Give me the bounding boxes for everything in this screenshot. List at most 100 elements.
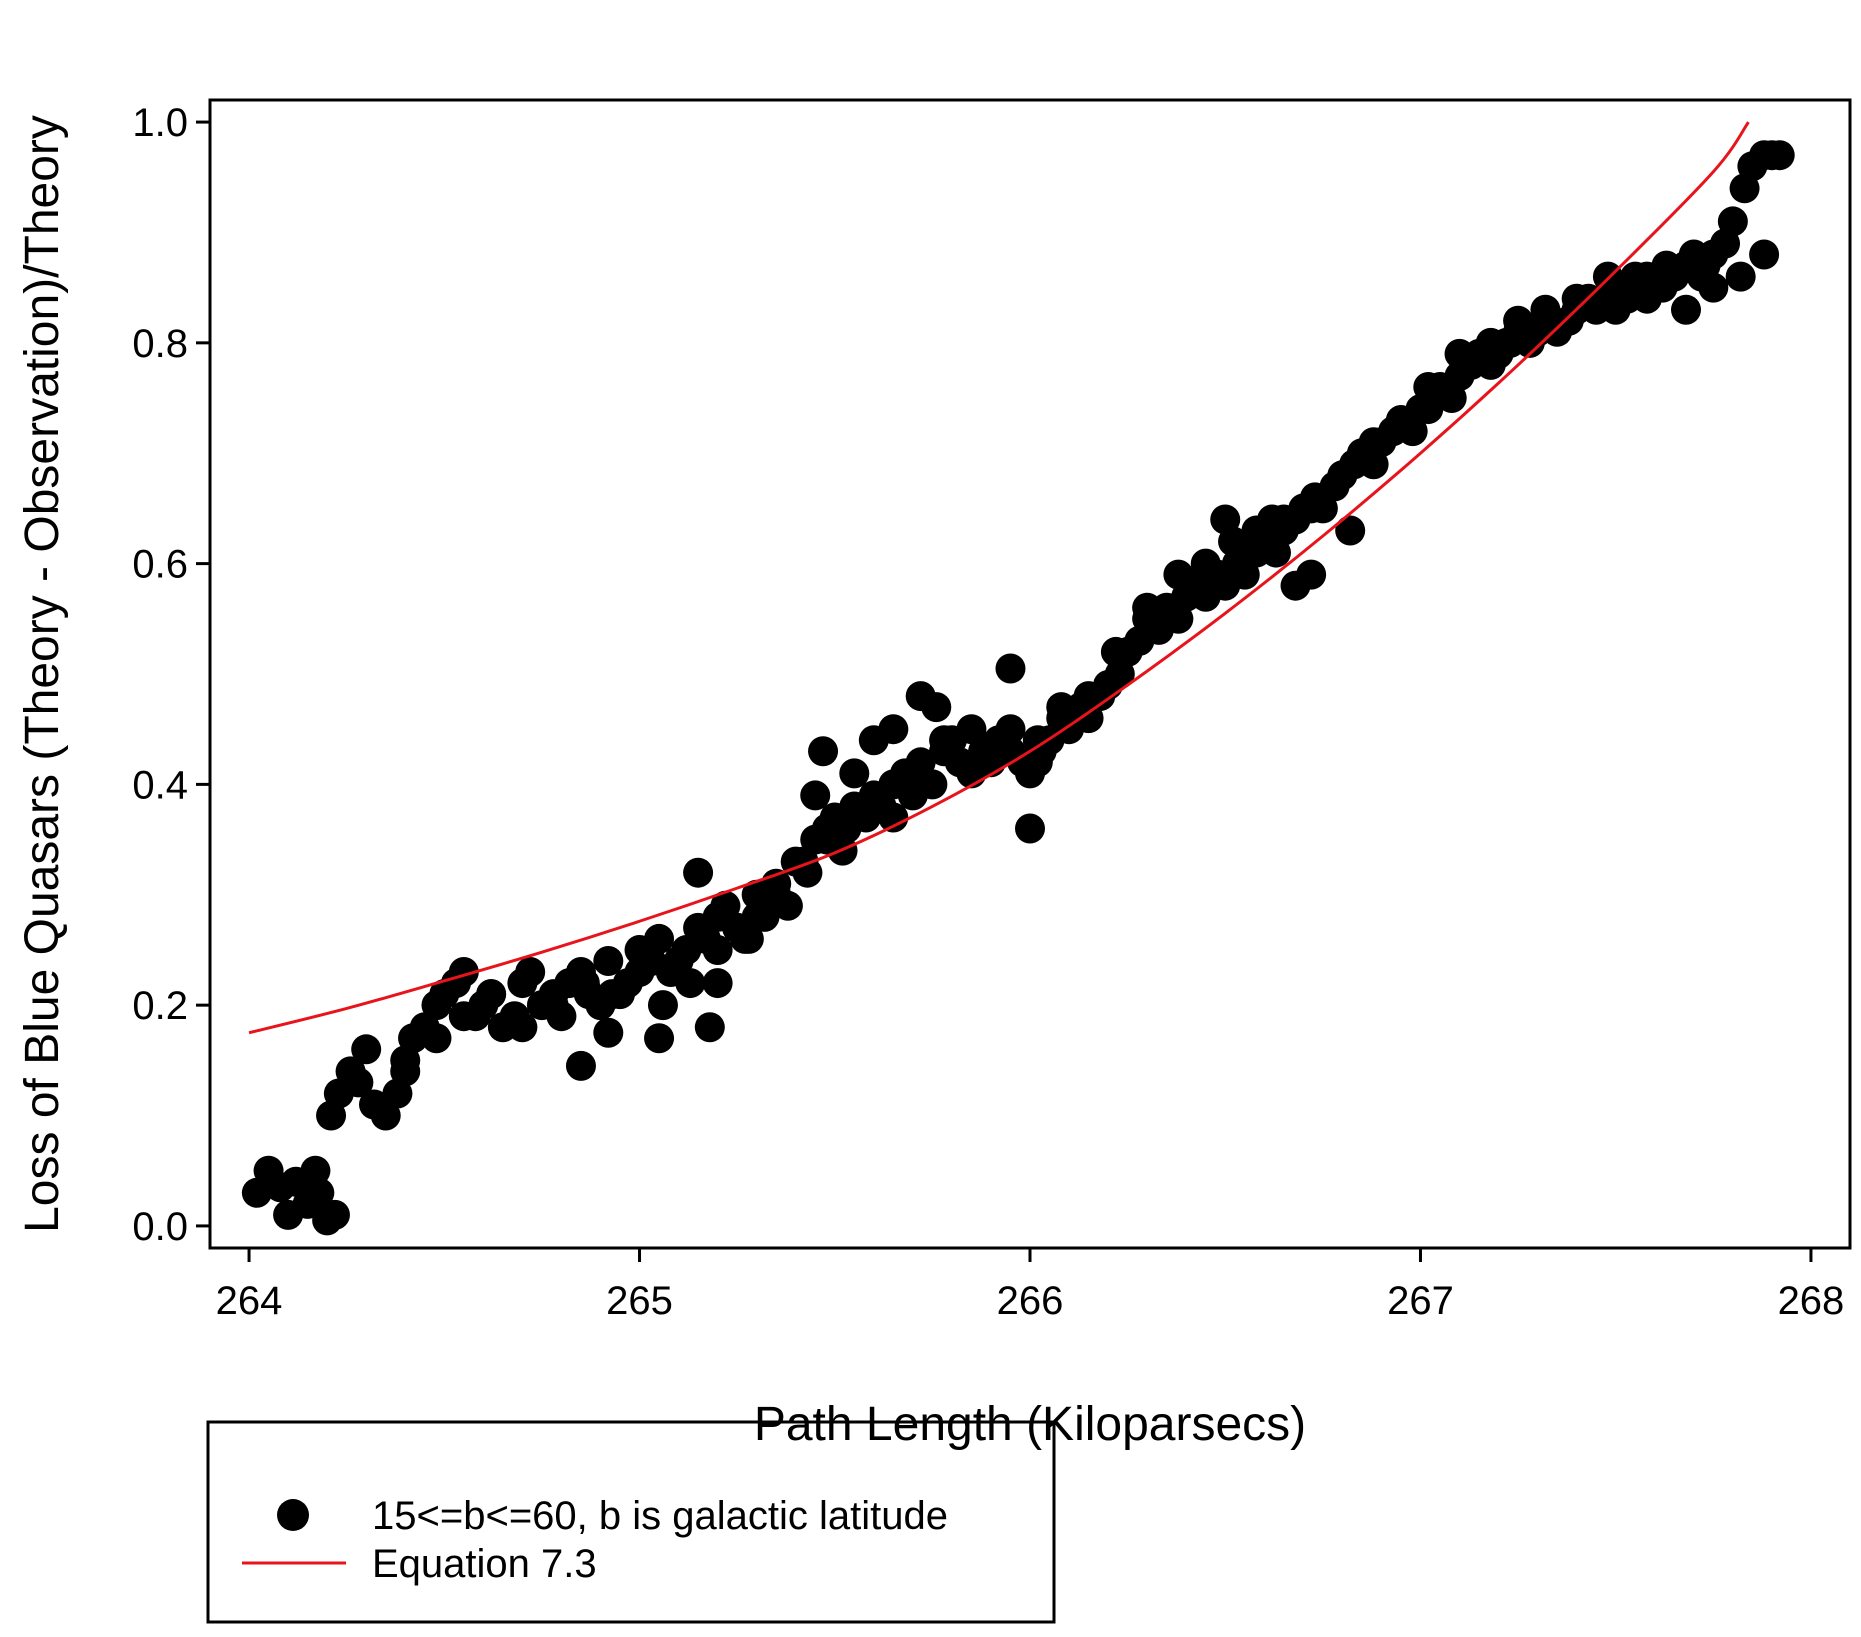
- data-point: [800, 780, 831, 811]
- data-point: [1600, 294, 1631, 325]
- data-point: [343, 1067, 374, 1098]
- data-point: [304, 1177, 335, 1208]
- y-axis-title: Loss of Blue Quasars (Theory - Observati…: [16, 115, 69, 1233]
- data-point: [1491, 327, 1522, 358]
- data-point: [851, 791, 881, 822]
- data-point: [515, 957, 546, 988]
- data-point: [1413, 394, 1444, 425]
- y-tick-label: 0.0: [132, 1205, 188, 1249]
- data-point: [647, 990, 678, 1021]
- data-point: [624, 957, 655, 988]
- data-point: [710, 890, 741, 921]
- x-axis: 264 265 266 267 268: [216, 1248, 1845, 1323]
- data-point: [476, 979, 507, 1010]
- data-point: [1296, 559, 1327, 590]
- data-point: [1100, 636, 1131, 667]
- data-point: [1671, 294, 1701, 325]
- data-point: [1444, 338, 1475, 369]
- data-point: [675, 968, 706, 999]
- data-point: [448, 1001, 479, 1032]
- fit-curve-group: [248, 121, 1750, 1035]
- data-point: [644, 923, 675, 954]
- data-point: [1764, 140, 1795, 171]
- data-point: [1749, 239, 1780, 270]
- data-point: [839, 758, 870, 789]
- x-tick-label: 267: [1387, 1279, 1454, 1323]
- data-point: [1620, 261, 1651, 292]
- x-tick-label: 264: [216, 1279, 283, 1323]
- data-point: [1561, 283, 1592, 314]
- data-point: [1257, 504, 1288, 535]
- data-point: [351, 1034, 382, 1065]
- data-point: [878, 714, 909, 745]
- data-point: [569, 968, 600, 999]
- data-point: [905, 747, 936, 778]
- equation-curve: [248, 121, 1750, 1035]
- data-point: [300, 1155, 331, 1186]
- legend-marker-dot: [277, 1499, 309, 1531]
- data-point: [241, 1177, 272, 1208]
- data-point: [1210, 504, 1241, 535]
- data-point: [1229, 559, 1260, 590]
- data-point: [1046, 692, 1077, 723]
- data-point: [878, 802, 909, 833]
- data-point: [1327, 460, 1358, 491]
- data-point: [593, 946, 624, 976]
- data-point: [644, 1023, 675, 1054]
- data-point: [538, 990, 569, 1021]
- data-point: [507, 1012, 538, 1043]
- data-point: [1717, 206, 1748, 237]
- data-point: [1296, 493, 1327, 524]
- data-point: [1335, 515, 1366, 546]
- data-point: [448, 957, 479, 988]
- data-point: [1413, 372, 1444, 402]
- data-point: [683, 857, 714, 888]
- y-tick-label: 0.2: [132, 984, 188, 1028]
- x-tick-label: 265: [606, 1279, 673, 1323]
- scatter-points: [241, 140, 1795, 1236]
- data-point: [1385, 405, 1416, 436]
- data-point: [1190, 548, 1221, 579]
- data-point: [593, 1017, 624, 1048]
- data-point: [741, 901, 772, 932]
- data-point: [370, 1100, 401, 1131]
- legend: 15<=b<=60, b is galactic latitude Equati…: [206, 1420, 1056, 1624]
- legend-box: [206, 1420, 1056, 1624]
- y-tick-label: 0.8: [132, 322, 188, 366]
- data-point: [319, 1199, 350, 1230]
- data-point: [1163, 559, 1194, 590]
- data-point: [905, 769, 936, 800]
- data-point: [597, 979, 628, 1010]
- data-point: [1073, 681, 1104, 712]
- data-point: [1503, 305, 1534, 336]
- y-tick-label: 0.6: [132, 543, 188, 587]
- data-point: [1073, 703, 1104, 734]
- y-axis: 0.0 0.2 0.4 0.6 0.8 1.0: [132, 101, 210, 1249]
- data-point: [421, 1023, 452, 1054]
- data-point: [1530, 294, 1561, 325]
- data-point: [921, 692, 952, 723]
- data-point: [1132, 592, 1163, 623]
- data-point: [1631, 283, 1662, 314]
- data-point: [929, 725, 960, 756]
- data-point: [1686, 261, 1717, 292]
- legend-label-scatter: 15<=b<=60, b is galactic latitude: [372, 1494, 948, 1538]
- y-tick-label: 0.4: [132, 763, 188, 807]
- data-point: [694, 1012, 725, 1043]
- data-point: [390, 1045, 421, 1076]
- data-point: [808, 736, 839, 767]
- x-tick-label: 266: [997, 1279, 1064, 1323]
- data-point: [1015, 813, 1045, 844]
- data-point: [1022, 747, 1053, 778]
- data-point: [995, 653, 1026, 684]
- y-tick-label: 1.0: [132, 101, 188, 145]
- data-point: [702, 968, 733, 999]
- x-tick-label: 268: [1778, 1279, 1845, 1323]
- data-point: [565, 1050, 596, 1081]
- data-point: [956, 714, 987, 745]
- data-point: [702, 934, 733, 965]
- data-point: [761, 879, 792, 910]
- data-point: [995, 714, 1026, 745]
